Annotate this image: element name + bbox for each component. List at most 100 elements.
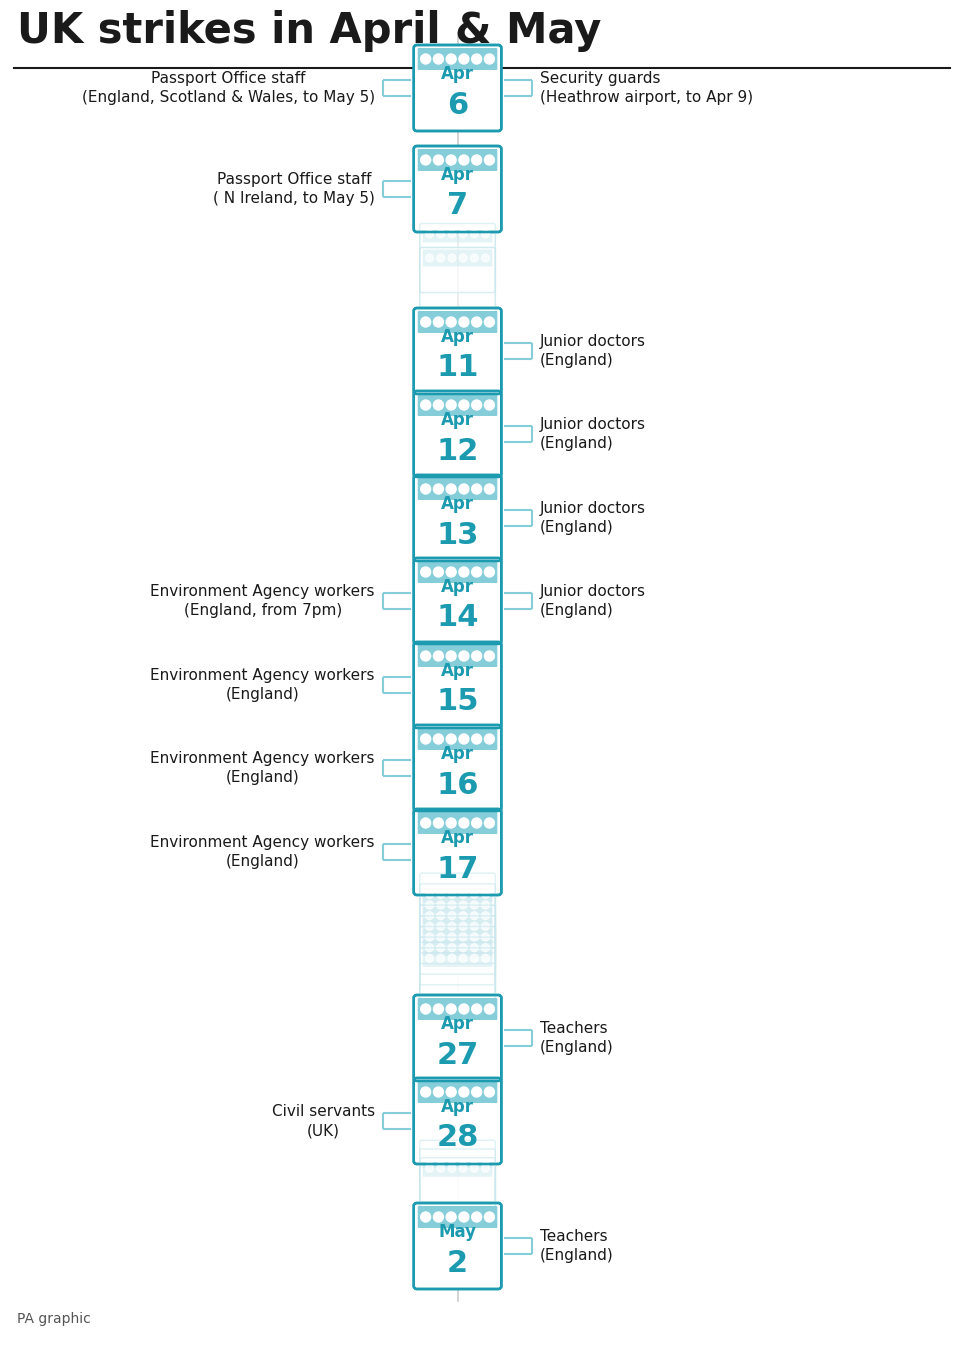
Circle shape [448, 1156, 456, 1164]
Circle shape [448, 933, 456, 942]
Circle shape [485, 734, 494, 744]
Circle shape [437, 923, 444, 931]
Circle shape [470, 1164, 478, 1172]
Circle shape [437, 890, 444, 898]
FancyBboxPatch shape [420, 1158, 495, 1227]
Circle shape [459, 567, 468, 577]
Circle shape [425, 954, 434, 962]
Circle shape [471, 1004, 482, 1014]
Text: Environment Agency workers
(England): Environment Agency workers (England) [151, 750, 375, 785]
Circle shape [470, 1156, 478, 1164]
Circle shape [420, 400, 431, 409]
Text: 28: 28 [437, 1123, 479, 1153]
Circle shape [446, 317, 456, 327]
Circle shape [448, 944, 456, 952]
Circle shape [448, 255, 456, 263]
Circle shape [425, 1156, 434, 1164]
FancyBboxPatch shape [418, 478, 497, 500]
FancyBboxPatch shape [418, 1206, 497, 1228]
Circle shape [446, 734, 456, 744]
Circle shape [448, 890, 456, 898]
FancyBboxPatch shape [418, 1082, 497, 1103]
Circle shape [420, 1212, 431, 1222]
FancyBboxPatch shape [418, 560, 497, 583]
Circle shape [437, 1156, 444, 1164]
Text: Environment Agency workers
(England): Environment Agency workers (England) [151, 668, 375, 702]
Text: 12: 12 [437, 436, 479, 466]
Circle shape [434, 317, 444, 327]
Circle shape [434, 651, 444, 661]
Text: Junior doctors
(England): Junior doctors (England) [540, 501, 646, 535]
Text: 27: 27 [437, 1040, 479, 1070]
Circle shape [420, 651, 431, 661]
FancyBboxPatch shape [420, 948, 495, 1017]
FancyBboxPatch shape [414, 391, 501, 477]
Text: UK strikes in April & May: UK strikes in April & May [16, 9, 601, 53]
Text: Apr: Apr [441, 494, 474, 513]
FancyBboxPatch shape [414, 308, 501, 395]
FancyBboxPatch shape [420, 873, 495, 942]
Circle shape [459, 912, 468, 920]
Circle shape [446, 1004, 456, 1014]
Circle shape [448, 912, 456, 920]
Circle shape [459, 944, 468, 952]
FancyBboxPatch shape [418, 998, 497, 1020]
Circle shape [434, 818, 444, 828]
FancyBboxPatch shape [418, 727, 497, 750]
Text: Passport Office staff
(England, Scotland & Wales, to May 5): Passport Office staff (England, Scotland… [82, 71, 375, 105]
FancyBboxPatch shape [414, 643, 501, 727]
Circle shape [485, 567, 494, 577]
FancyBboxPatch shape [422, 950, 492, 967]
Text: 7: 7 [447, 191, 468, 221]
Circle shape [437, 944, 444, 952]
Circle shape [470, 880, 478, 888]
Circle shape [485, 317, 494, 327]
Circle shape [482, 923, 490, 931]
FancyBboxPatch shape [418, 150, 497, 171]
Text: Passport Office staff
( N Ireland, to May 5): Passport Office staff ( N Ireland, to Ma… [213, 172, 375, 206]
Circle shape [482, 1156, 490, 1164]
Circle shape [437, 1164, 444, 1172]
Circle shape [471, 651, 482, 661]
Text: Environment Agency workers
(England): Environment Agency workers (England) [151, 835, 375, 869]
Circle shape [459, 901, 468, 909]
Circle shape [437, 230, 444, 238]
Text: Apr: Apr [441, 1016, 474, 1033]
Circle shape [446, 400, 456, 409]
Circle shape [459, 1156, 468, 1164]
Circle shape [434, 1087, 444, 1096]
Circle shape [448, 230, 456, 238]
Circle shape [459, 1164, 468, 1172]
Circle shape [482, 944, 490, 952]
FancyBboxPatch shape [422, 939, 492, 956]
Circle shape [425, 890, 434, 898]
Circle shape [470, 912, 478, 920]
FancyBboxPatch shape [420, 894, 495, 963]
Text: 17: 17 [437, 854, 479, 884]
Circle shape [471, 1212, 482, 1222]
FancyBboxPatch shape [422, 1160, 492, 1177]
Circle shape [459, 880, 468, 888]
FancyBboxPatch shape [418, 812, 497, 834]
Circle shape [425, 1164, 434, 1172]
Circle shape [425, 230, 434, 238]
FancyBboxPatch shape [420, 1149, 495, 1218]
Circle shape [459, 923, 468, 931]
Text: Apr: Apr [441, 578, 474, 595]
FancyBboxPatch shape [420, 224, 495, 292]
Text: Apr: Apr [441, 329, 474, 346]
Circle shape [485, 484, 494, 494]
Text: 11: 11 [436, 353, 479, 383]
Text: 13: 13 [437, 520, 479, 550]
Circle shape [482, 230, 490, 238]
FancyBboxPatch shape [420, 1141, 495, 1210]
Circle shape [482, 880, 490, 888]
Circle shape [459, 255, 468, 263]
Circle shape [470, 944, 478, 952]
Text: 16: 16 [436, 770, 479, 800]
Circle shape [437, 880, 444, 888]
Circle shape [459, 1212, 468, 1222]
Circle shape [459, 317, 468, 327]
Circle shape [482, 954, 490, 962]
Text: Apr: Apr [441, 661, 474, 680]
